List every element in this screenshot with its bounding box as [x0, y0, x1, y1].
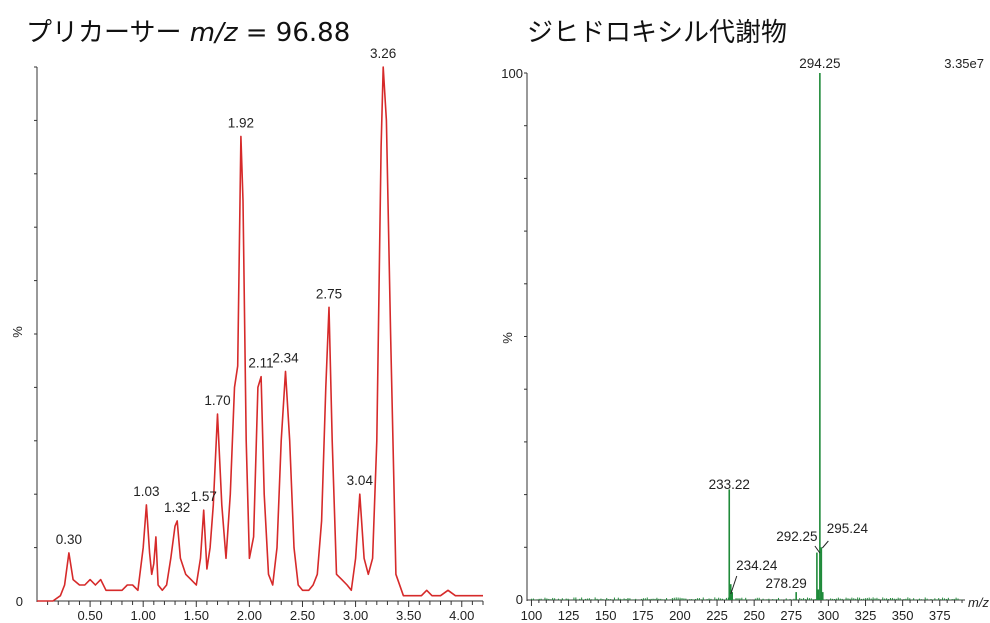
left-title-prefix: プリカーサー — [26, 18, 190, 48]
right-x-tick-label: 350 — [892, 608, 914, 623]
right-y-tick-label-100: 100 — [501, 66, 523, 81]
left-x-tick-label: 3.00 — [343, 608, 368, 623]
right-panel-title: ジヒドロキシル代謝物 — [527, 18, 788, 48]
right-x-tick-label: 150 — [595, 608, 617, 623]
left-panel-title: プリカーサー m/z = 96.88 — [26, 12, 350, 49]
left-x-tick-label: 4.00 — [449, 608, 474, 623]
right-x-tick-label: 125 — [558, 608, 580, 623]
left-title-mz: m/z — [189, 18, 238, 48]
peak-label-294-25: 294.25 — [799, 56, 840, 71]
peak-label-3-04: 3.04 — [347, 473, 374, 488]
peak-label-2-34: 2.34 — [272, 350, 299, 365]
left-x-tick-label: 2.00 — [237, 608, 262, 623]
right-x-tick-label: 275 — [780, 608, 802, 623]
chromatogram-trace — [37, 66, 483, 602]
left-x-tick-label: 0.50 — [77, 608, 102, 623]
left-y-tick-label: 0 — [16, 594, 23, 609]
peak-label-295-24: 295.24 — [827, 521, 869, 536]
peak-label-3-26: 3.26 — [370, 46, 396, 61]
right-x-tick-label: 175 — [632, 608, 654, 623]
right-x-tick-label: 375 — [929, 608, 951, 623]
peak-label-234-24: 234.24 — [736, 558, 778, 573]
right-x-tick-label: 100 — [521, 608, 543, 623]
left-title-suffix: = 96.88 — [237, 18, 351, 48]
right-x-axis-label: m/z — [968, 595, 989, 610]
peak-label-1-70: 1.70 — [204, 393, 230, 408]
leader-line-295-24 — [821, 540, 829, 549]
right-x-tick-label: 300 — [818, 608, 840, 623]
leader-line-234-24 — [730, 575, 738, 595]
peak-label-1-03: 1.03 — [133, 484, 159, 499]
left-x-tick-label: 1.50 — [184, 608, 209, 623]
intensity-label: 3.35e7 — [944, 56, 984, 71]
right-y-tick-label-0: 0 — [516, 592, 523, 607]
right-x-tick-label: 225 — [706, 608, 728, 623]
right-x-tick-label: 250 — [743, 608, 765, 623]
right-y-axis-label: % — [500, 332, 515, 344]
right-x-tick-label: 325 — [855, 608, 877, 623]
left-x-tick-label: 1.00 — [131, 608, 156, 623]
peak-label-233-22: 233.22 — [709, 477, 750, 492]
peak-label-2-11: 2.11 — [248, 356, 273, 371]
peak-label-0-30: 0.30 — [56, 532, 82, 547]
peak-label-1-92: 1.92 — [228, 115, 254, 130]
leader-line-292-25 — [814, 545, 821, 554]
left-y-axis-label: % — [10, 326, 25, 338]
left-x-tick-label: 2.50 — [290, 608, 315, 623]
right-x-tick-label: 200 — [669, 608, 691, 623]
peak-label-1-57: 1.57 — [191, 489, 217, 504]
peak-label-292-25: 292.25 — [776, 529, 817, 544]
peak-label-278-29: 278.29 — [766, 576, 807, 591]
peak-label-1-32: 1.32 — [164, 500, 190, 515]
peak-label-2-75: 2.75 — [316, 286, 342, 301]
left-x-tick-label: 3.50 — [396, 608, 421, 623]
